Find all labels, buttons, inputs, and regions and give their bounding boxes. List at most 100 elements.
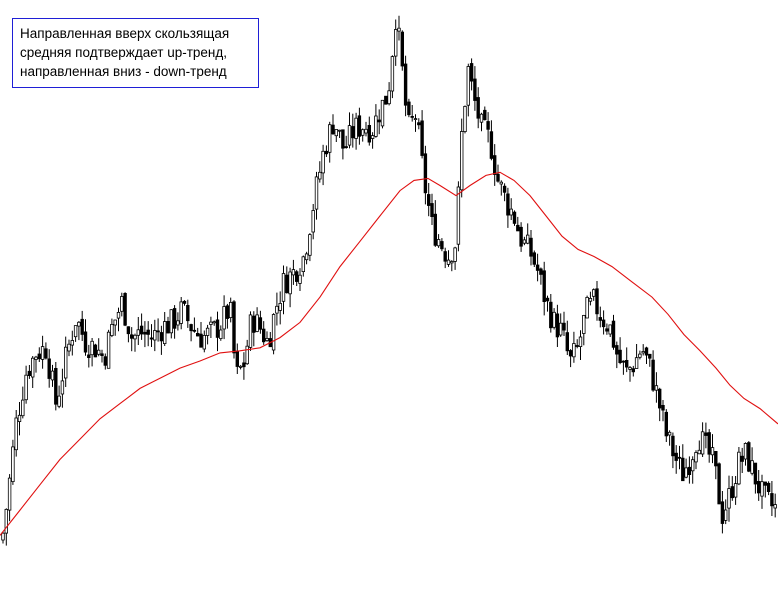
candle-body	[413, 118, 418, 120]
candle	[364, 121, 368, 137]
candle	[479, 112, 484, 132]
candle	[370, 132, 375, 149]
candle	[27, 365, 32, 379]
candle	[242, 352, 246, 380]
candle-body	[459, 131, 464, 191]
candle	[423, 145, 428, 205]
candle-body	[172, 308, 177, 329]
candle-body	[671, 435, 675, 457]
candle	[595, 281, 599, 321]
candle-body	[717, 463, 721, 505]
candle	[172, 305, 177, 339]
candle-body	[120, 296, 124, 312]
candle	[502, 183, 507, 202]
candle	[664, 409, 668, 442]
candle-body	[615, 345, 619, 355]
candle-body	[704, 432, 708, 436]
candle-body	[483, 109, 487, 121]
candle	[641, 344, 645, 356]
candle	[156, 318, 160, 342]
candle-body	[139, 325, 144, 335]
candle-body	[291, 269, 296, 276]
candle-body	[542, 270, 546, 302]
candle-body	[219, 329, 223, 340]
candle-body	[100, 353, 104, 356]
candle	[212, 320, 216, 326]
candle	[621, 360, 626, 375]
candle	[162, 312, 167, 346]
candle-body	[512, 211, 517, 224]
candle	[120, 292, 124, 317]
candle	[420, 110, 424, 159]
candle	[562, 311, 566, 336]
candle-body	[724, 509, 728, 521]
candle-body	[562, 322, 566, 331]
candle-body	[83, 331, 88, 353]
candle-body	[714, 450, 718, 467]
candle-body	[661, 404, 665, 411]
candle	[57, 385, 61, 409]
candle-body	[384, 95, 388, 105]
candle-body	[166, 320, 170, 334]
candle-body	[156, 330, 160, 333]
candle-body	[87, 354, 91, 358]
candle-body	[153, 330, 157, 341]
candle-body	[278, 302, 282, 311]
candle	[110, 318, 114, 338]
candle-body	[539, 268, 543, 275]
candle-body	[57, 395, 61, 407]
candle	[526, 223, 530, 245]
candle	[314, 171, 319, 220]
candle	[631, 365, 635, 377]
candle	[67, 339, 71, 357]
candle	[403, 55, 408, 117]
candle	[740, 447, 744, 473]
candle	[219, 325, 223, 341]
candle-body	[324, 150, 329, 155]
candle-body	[70, 340, 74, 346]
candle-body	[90, 340, 94, 356]
candle-body	[344, 146, 348, 149]
candle	[387, 82, 391, 106]
candle-body	[479, 113, 484, 123]
candle-body	[519, 226, 523, 247]
candle-body	[116, 311, 121, 319]
candle	[707, 429, 711, 463]
candle	[473, 66, 477, 111]
candle	[717, 462, 721, 505]
candle	[426, 183, 431, 217]
candle	[469, 58, 474, 91]
candle-body	[568, 350, 573, 357]
candle	[7, 474, 12, 522]
candle-body	[433, 213, 437, 246]
candle	[209, 316, 213, 338]
candle	[496, 164, 500, 183]
candle	[265, 331, 269, 342]
candle-body	[436, 239, 441, 247]
candle	[179, 297, 183, 330]
candle	[301, 255, 305, 277]
candle	[278, 291, 282, 325]
candle-body	[687, 466, 692, 475]
candle-body	[473, 78, 477, 101]
candle-body	[651, 359, 655, 391]
candle	[694, 450, 698, 470]
candle-body	[232, 301, 236, 354]
candle-body	[195, 332, 200, 337]
candle	[568, 349, 573, 368]
candle	[605, 323, 609, 335]
candle-body	[707, 432, 711, 455]
candle	[238, 365, 243, 370]
candle	[232, 300, 236, 359]
candle	[549, 294, 553, 333]
candle	[215, 311, 220, 352]
candle	[166, 316, 170, 334]
candle	[397, 15, 401, 41]
candle-body	[199, 333, 203, 348]
candle-body	[24, 374, 28, 401]
candle-body	[592, 289, 596, 297]
candle-body	[397, 27, 401, 32]
candle-body	[14, 417, 18, 451]
candle	[255, 307, 259, 333]
candle	[529, 230, 533, 266]
